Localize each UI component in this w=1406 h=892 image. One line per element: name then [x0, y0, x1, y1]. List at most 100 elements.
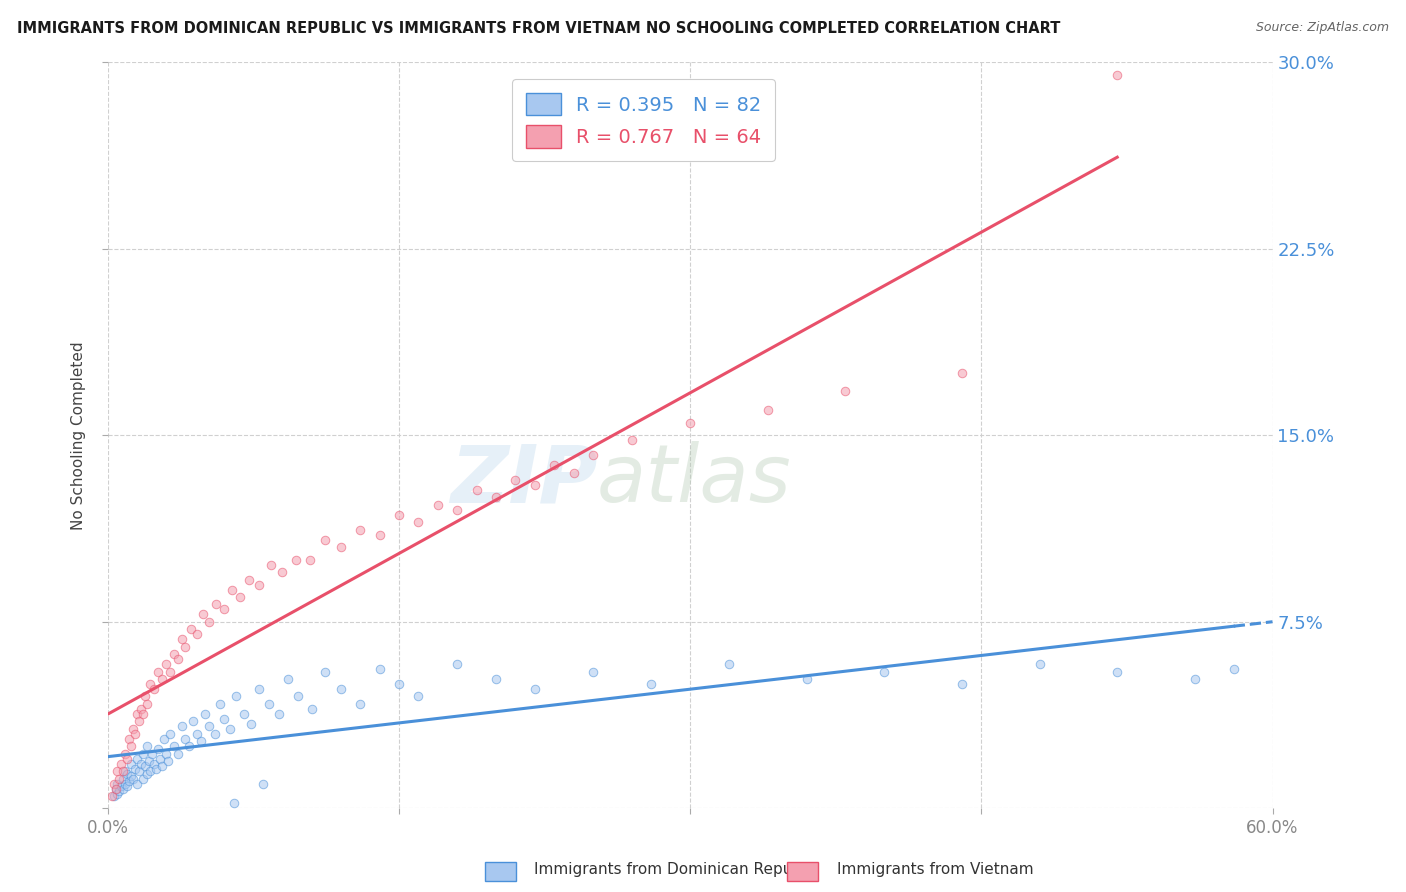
Point [166, 747, 188, 761]
Point [138, 754, 160, 768]
Point [640, 677, 662, 691]
Point [505, 473, 527, 487]
Y-axis label: No Schooling Completed: No Schooling Completed [72, 341, 86, 530]
Point [388, 508, 411, 522]
Point [1107, 68, 1129, 82]
Point [834, 384, 856, 398]
Point [108, 772, 131, 786]
Point [122, 772, 145, 786]
Point [252, 776, 274, 790]
Point [129, 756, 152, 771]
Point [107, 764, 129, 778]
Point [238, 573, 260, 587]
Point [156, 754, 179, 768]
Point [120, 769, 142, 783]
Point [186, 627, 208, 641]
Point [139, 764, 162, 778]
Point [388, 677, 411, 691]
Point [143, 681, 166, 696]
Point [135, 766, 157, 780]
Point [225, 690, 247, 704]
Point [104, 781, 127, 796]
Point [197, 615, 219, 629]
Text: atlas: atlas [598, 441, 792, 519]
Point [104, 781, 127, 796]
Point [128, 714, 150, 729]
Point [159, 727, 181, 741]
Point [562, 466, 585, 480]
Point [163, 739, 186, 754]
Point [112, 764, 135, 778]
Point [155, 657, 177, 672]
Point [125, 752, 148, 766]
Point [582, 448, 605, 462]
Point [107, 787, 129, 801]
Point [124, 762, 146, 776]
Point [204, 727, 226, 741]
Point [170, 719, 193, 733]
Point [159, 665, 181, 679]
Point [135, 739, 157, 754]
Point [145, 762, 167, 776]
Point [301, 702, 323, 716]
Point [446, 657, 468, 672]
Point [191, 607, 214, 622]
Point [124, 727, 146, 741]
Point [287, 690, 309, 704]
Point [132, 772, 155, 786]
Point [240, 717, 263, 731]
Point [132, 747, 155, 761]
Text: Immigrants from Dominican Republic: Immigrants from Dominican Republic [534, 863, 820, 877]
Point [543, 458, 565, 472]
Point [247, 681, 270, 696]
Point [122, 722, 145, 736]
Point [115, 752, 138, 766]
Point [125, 706, 148, 721]
Point [219, 722, 242, 736]
Point [163, 647, 186, 661]
Point [179, 739, 201, 754]
Text: Source: ZipAtlas.com: Source: ZipAtlas.com [1256, 21, 1389, 34]
Point [209, 697, 232, 711]
Point [1222, 662, 1244, 676]
Point [408, 516, 430, 530]
Point [329, 540, 352, 554]
Point [181, 714, 204, 729]
Point [222, 797, 245, 811]
Point [150, 672, 173, 686]
Point [120, 756, 142, 771]
Point [114, 776, 136, 790]
Point [128, 764, 150, 778]
Point [426, 498, 449, 512]
Point [120, 739, 142, 754]
Point [212, 712, 235, 726]
Point [329, 681, 352, 696]
Point [132, 706, 155, 721]
Point [155, 747, 177, 761]
Point [103, 776, 125, 790]
Point [139, 677, 162, 691]
Point [221, 582, 243, 597]
Point [134, 690, 156, 704]
Point [523, 681, 546, 696]
Point [277, 672, 299, 686]
Point [110, 779, 132, 793]
Point [349, 697, 371, 711]
Point [112, 772, 135, 786]
Point [125, 776, 148, 790]
Point [679, 416, 702, 430]
Point [212, 602, 235, 616]
Point [717, 657, 740, 672]
Point [197, 719, 219, 733]
Point [186, 727, 208, 741]
Point [314, 533, 336, 547]
Point [148, 741, 170, 756]
Point [271, 565, 294, 579]
Point [141, 747, 163, 761]
Point [408, 690, 430, 704]
Point [285, 552, 308, 566]
Point [257, 697, 280, 711]
Point [129, 702, 152, 716]
Point [190, 734, 212, 748]
Point [134, 759, 156, 773]
